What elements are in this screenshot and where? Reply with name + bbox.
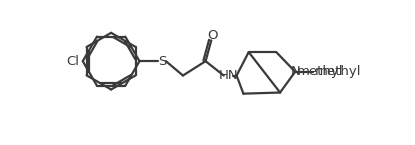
Text: Cl: Cl: [66, 55, 79, 68]
Text: S: S: [158, 55, 166, 68]
Text: O: O: [208, 29, 218, 42]
Text: methyl: methyl: [315, 65, 361, 78]
Text: HN: HN: [218, 69, 238, 82]
Text: N: N: [291, 65, 301, 78]
Text: methyl: methyl: [297, 65, 343, 78]
